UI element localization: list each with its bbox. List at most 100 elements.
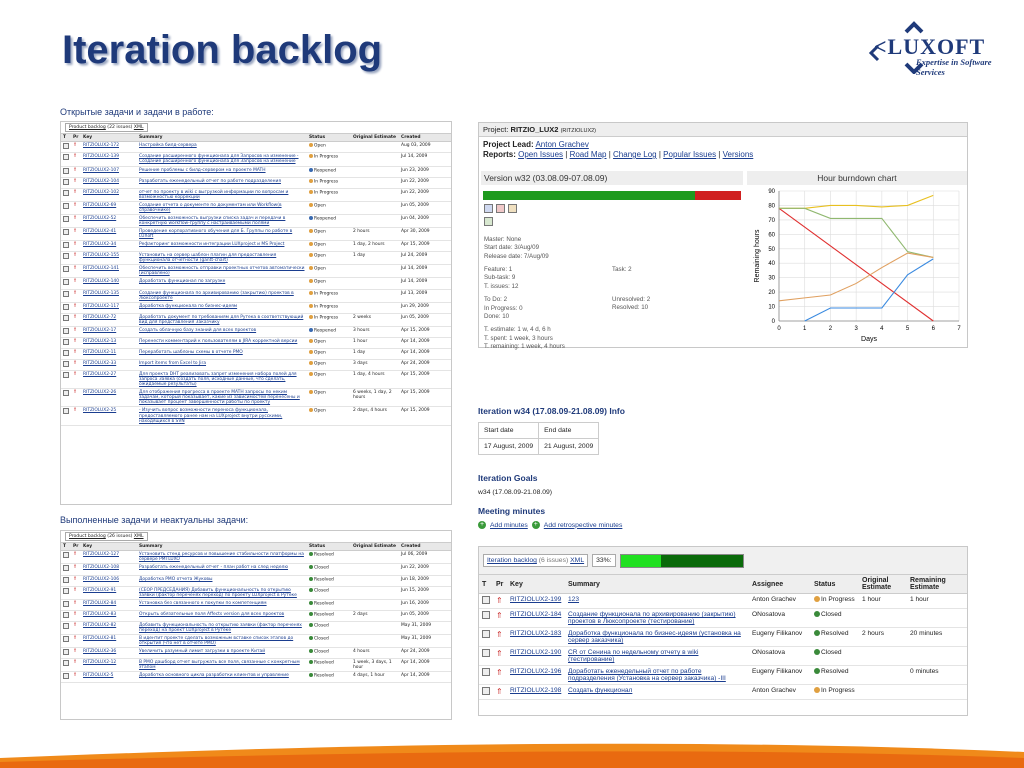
issue-key-link[interactable]: RITZIOLUX2-69 bbox=[81, 201, 137, 215]
issue-key-link[interactable]: RITZIOLUX2-12 bbox=[81, 658, 137, 673]
issue-summary-link[interactable]: Перенести комментарий к пользователям в … bbox=[137, 337, 307, 349]
issue-key-link[interactable]: RITZIOLUX2-41 bbox=[81, 227, 137, 242]
issue-summary-link[interactable]: отчет по проекту в wiki с выгрузкой инфо… bbox=[137, 188, 307, 202]
issue-key-link[interactable]: RITZIOLUX2-91 bbox=[81, 586, 137, 600]
issue-summary-link[interactable]: Рефакторинг возможности интеграции LUXpr… bbox=[137, 240, 307, 253]
issue-summary-link[interactable]: (СЕОР ПРЕДСЕДАНИЯ) Добавить функциональн… bbox=[137, 586, 307, 600]
issue-summary-link[interactable]: Доработка функционала по бизнес-идеям (у… bbox=[565, 627, 749, 647]
iteration-backlog-link[interactable]: Iteration backlog (6 issues) XML bbox=[483, 554, 589, 567]
issue-summary-link[interactable]: Доработка PMO отчета Жуковы bbox=[137, 575, 307, 587]
status-label: Open bbox=[314, 253, 326, 259]
issue-summary-link[interactable]: - Изучить вопрос возможности переноса фу… bbox=[137, 406, 307, 426]
issue-key-link[interactable]: RITZIOLUX2-81 bbox=[81, 634, 137, 649]
done-backlog-link[interactable]: Product backlog (26 issues) XML bbox=[65, 532, 148, 541]
issue-key-link[interactable]: RITZIOLUX2-13 bbox=[81, 337, 137, 349]
issue-key-link[interactable]: RITZIOLUX2-199 bbox=[507, 593, 565, 609]
issue-key-link[interactable]: RITZIOLUX2-141 bbox=[81, 264, 137, 279]
issue-key-link[interactable]: RITZIOLUX2-184 bbox=[507, 608, 565, 628]
issue-summary-link[interactable]: Установка без связанного к покупки по ко… bbox=[137, 599, 307, 611]
issue-key-link[interactable]: RITZIOLUX2-52 bbox=[81, 214, 137, 229]
issue-key-link[interactable]: RITZIOLUX2-17 bbox=[81, 326, 137, 338]
issue-key-link[interactable]: RITZIOLUX2-102 bbox=[81, 188, 137, 202]
issue-key-link[interactable]: RITZIOLUX2-82 bbox=[81, 621, 137, 635]
issue-summary-link[interactable]: В идентит проекте сделать возможным вста… bbox=[137, 634, 307, 649]
issue-summary-link[interactable]: Проведение корпоративного обучения для Б… bbox=[137, 227, 307, 242]
report-icon[interactable] bbox=[484, 204, 493, 213]
issue-key-link[interactable]: RITZIOLUX2-104 bbox=[81, 177, 137, 189]
issue-key-link[interactable]: RITZIOLUX2-107 bbox=[81, 166, 137, 178]
issue-summary-link[interactable]: Создать функционал bbox=[565, 684, 749, 700]
issue-summary-link[interactable]: 123 bbox=[565, 593, 749, 609]
issue-summary-link[interactable]: Создание расширенного функционала для За… bbox=[137, 152, 307, 167]
issue-summary-link[interactable]: Доработка основного цикла разработки кли… bbox=[137, 671, 307, 684]
issue-key-link[interactable]: RITZIOLUX2-183 bbox=[507, 627, 565, 647]
issue-key-link[interactable]: RITZIOLUX2-84 bbox=[81, 599, 137, 611]
issue-summary-link[interactable]: Обеспечить возможность отправки проектны… bbox=[137, 264, 307, 279]
issue-summary-link[interactable]: Решение проблемы с билд-сервером на прое… bbox=[137, 166, 307, 178]
issue-summary-link[interactable]: Создание функционала по архивированию (з… bbox=[565, 608, 749, 628]
issue-key-link[interactable]: RITZIOLUX2-5 bbox=[81, 671, 137, 684]
issue-summary-link[interactable]: Доработать документ по требованиям для Р… bbox=[137, 313, 307, 327]
report-link[interactable]: Road Map bbox=[569, 150, 607, 159]
issue-key-link[interactable]: RITZIOLUX2-36 bbox=[81, 647, 137, 660]
status-icon bbox=[309, 266, 313, 271]
issue-summary-link[interactable]: Установить на сервер шаблон плагин для п… bbox=[137, 251, 307, 266]
issue-key-link[interactable]: RITZIOLUX2-106 bbox=[81, 575, 137, 587]
issue-summary-link[interactable]: Для проекта DHT реализовать запрет измен… bbox=[137, 370, 307, 390]
issue-summary-link[interactable]: Обеспечить возможность выгрузки списка з… bbox=[137, 214, 307, 229]
report-icon[interactable] bbox=[508, 204, 517, 213]
report-link[interactable]: Open Issues bbox=[518, 150, 564, 159]
issue-summary-link[interactable]: Разработать еженедельный отчет - план ра… bbox=[137, 563, 307, 576]
issue-key-link[interactable]: RITZIOLUX2-190 bbox=[507, 646, 565, 666]
issue-key-link[interactable]: RITZIOLUX2-117 bbox=[81, 302, 137, 314]
issue-key-link[interactable]: RITZIOLUX2-108 bbox=[81, 563, 137, 576]
issue-summary-link[interactable]: Переработать шаблоны схемы в отчете PMO bbox=[137, 348, 307, 361]
add-retro-link[interactable]: Add retrospective minutes bbox=[543, 521, 623, 529]
issue-summary-link[interactable]: Настройка билд-сервера bbox=[137, 141, 307, 154]
report-link[interactable]: Versions bbox=[722, 150, 754, 159]
issue-key-link[interactable]: RITZIOLUX2-34 bbox=[81, 240, 137, 253]
issue-summary-link[interactable]: Открыть обязательные поля Affects versio… bbox=[137, 610, 307, 622]
issue-summary-link[interactable]: Создание функционала по архивированию (з… bbox=[137, 289, 307, 303]
issue-key-link[interactable]: RITZIOLUX2-135 bbox=[81, 289, 137, 303]
table-row: ⇑ RITZIOLUX2-36 Увеличить разумный лимит з… bbox=[61, 647, 451, 660]
issue-summary-link[interactable]: В PMO дашборд отчет выгружать все поля, … bbox=[137, 658, 307, 673]
issue-summary-link[interactable]: Установить стенд ресурсов и повышение ст… bbox=[137, 550, 307, 565]
issue-key-link[interactable]: RITZIOLUX2-127 bbox=[81, 550, 137, 565]
issue-summary-link[interactable]: Добавить функциональность по открытию за… bbox=[137, 621, 307, 635]
issue-summary-link[interactable]: Доработать функционал по загрузке bbox=[137, 277, 307, 290]
issue-summary-link[interactable]: Доработка функционала по бизнес-идеям bbox=[137, 302, 307, 314]
issue-summary-link[interactable]: Import items from Excel to Jira bbox=[137, 359, 307, 372]
issue-key-link[interactable]: RITZIOLUX2-198 bbox=[507, 684, 565, 700]
original-estimate bbox=[351, 152, 399, 167]
issue-key-link[interactable]: RITZIOLUX2-33 bbox=[81, 359, 137, 372]
issue-key-link[interactable]: RITZIOLUX2-139 bbox=[81, 152, 137, 167]
issue-summary-link[interactable]: Доработать еженедельный отчет по работе … bbox=[565, 665, 749, 685]
report-link[interactable]: Popular Issues bbox=[663, 150, 717, 159]
version-panel: Version w32 (03.08.09-07.08.09) Master: … bbox=[481, 171, 743, 350]
issue-key-link[interactable]: RITZIOLUX2-140 bbox=[81, 277, 137, 290]
open-backlog-link[interactable]: Product backlog (22 issues) XML bbox=[65, 123, 148, 132]
issue-key-link[interactable]: RITZIOLUX2-196 bbox=[507, 665, 565, 685]
issue-summary-link[interactable]: Создание отчета о документе по документа… bbox=[137, 201, 307, 215]
report-link[interactable]: Change Log bbox=[613, 150, 657, 159]
report-icon[interactable] bbox=[496, 204, 505, 213]
project-lead-link[interactable]: Anton Grachev bbox=[535, 140, 589, 149]
issue-key-link[interactable]: RITZIOLUX2-26 bbox=[81, 388, 137, 408]
issue-key-link[interactable]: RITZIOLUX2-83 bbox=[81, 610, 137, 622]
issue-key-link[interactable]: RITZIOLUX2-172 bbox=[81, 141, 137, 154]
status-cell: Resolved bbox=[307, 610, 351, 622]
add-minutes-link[interactable]: Add minutes bbox=[490, 521, 528, 529]
issue-key-link[interactable]: RITZIOLUX2-27 bbox=[81, 370, 137, 390]
issue-key-link[interactable]: RITZIOLUX2-155 bbox=[81, 251, 137, 266]
issue-summary-link[interactable]: Создать облачную базу знаний для всех пр… bbox=[137, 326, 307, 338]
issue-summary-link[interactable]: Для отображения прогресса в проекте MATH… bbox=[137, 388, 307, 408]
issue-summary-link[interactable]: Увеличить разумный лимит загрузки в прое… bbox=[137, 647, 307, 660]
chart-icon[interactable] bbox=[484, 217, 740, 228]
issue-key-link[interactable]: RITZIOLUX2-72 bbox=[81, 313, 137, 327]
issue-summary-link[interactable]: CR от Сенина по недельному отчету в wiki… bbox=[565, 646, 749, 666]
issue-key-link[interactable]: RITZIOLUX2-25 bbox=[81, 406, 137, 426]
issue-key-link[interactable]: RITZIOLUX2-11 bbox=[81, 348, 137, 361]
issue-summary-link[interactable]: Разработать еженедельный отчет по работе… bbox=[137, 177, 307, 189]
priority-cell: ⇑ bbox=[71, 326, 81, 338]
